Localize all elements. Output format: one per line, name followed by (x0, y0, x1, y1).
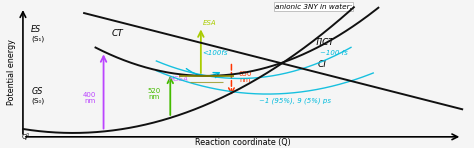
Text: Q⁰: Q⁰ (22, 133, 30, 140)
Text: ~1 (95%), 9 (5%) ps: ~1 (95%), 9 (5%) ps (259, 97, 331, 104)
Text: ~100 fs: ~100 fs (320, 50, 348, 56)
Text: HGSA: HGSA (169, 76, 189, 82)
Text: ESA: ESA (202, 20, 216, 26)
Text: 400
nm: 400 nm (83, 92, 96, 104)
Text: <100fs: <100fs (202, 50, 228, 56)
Text: 520
nm: 520 nm (147, 88, 160, 100)
Text: Reaction coordinate (Q): Reaction coordinate (Q) (195, 138, 291, 147)
Text: (S₀): (S₀) (31, 97, 45, 104)
Text: CI: CI (318, 60, 327, 69)
Text: (S₁): (S₁) (31, 35, 45, 42)
Text: Potential energy: Potential energy (7, 39, 16, 105)
Text: GS: GS (31, 87, 43, 96)
Text: ES: ES (31, 25, 41, 34)
Text: anionic 3NY in water:: anionic 3NY in water: (275, 4, 352, 10)
Text: CT: CT (112, 29, 124, 38)
Text: 650
nm: 650 nm (238, 71, 252, 83)
Text: TICT: TICT (315, 38, 335, 47)
